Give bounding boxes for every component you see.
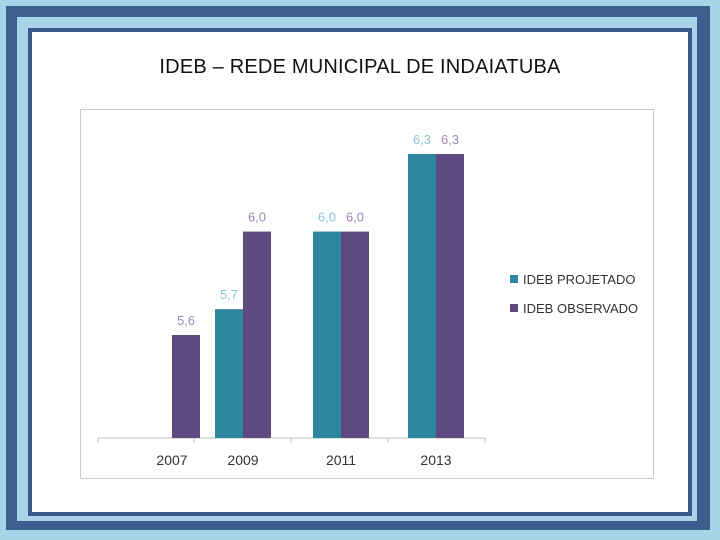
x-tick-label-2011: 2011 bbox=[326, 452, 356, 468]
data-label-projetado-2011: 6,0 bbox=[318, 210, 336, 225]
bar-projetado-2011 bbox=[313, 231, 341, 438]
bar-projetado-2013 bbox=[408, 154, 436, 438]
data-label-observado-2011: 6,0 bbox=[346, 210, 364, 225]
legend-swatch-observado bbox=[510, 304, 518, 312]
data-label-projetado-2009: 5,7 bbox=[220, 287, 238, 302]
data-label-observado-2013: 6,3 bbox=[441, 132, 459, 147]
legend-swatch-projetado bbox=[510, 275, 518, 283]
bar-observado-2007 bbox=[172, 335, 200, 438]
x-tick-label-2009: 2009 bbox=[227, 452, 258, 468]
data-label-projetado-2013: 6,3 bbox=[413, 132, 431, 147]
x-tick-label-2013: 2013 bbox=[420, 452, 451, 468]
bar-projetado-2009 bbox=[215, 309, 243, 438]
legend-label-projetado: IDEB PROJETADO bbox=[523, 272, 635, 287]
legend-label-observado: IDEB OBSERVADO bbox=[523, 301, 638, 316]
page-title: IDEB – REDE MUNICIPAL DE INDAIATUBA bbox=[159, 56, 561, 78]
bar-observado-2013 bbox=[436, 154, 464, 438]
bar-observado-2009 bbox=[243, 231, 271, 438]
data-label-observado-2007: 5,6 bbox=[177, 313, 195, 328]
x-tick-label-2007: 2007 bbox=[156, 452, 187, 468]
data-label-observado-2009: 6,0 bbox=[248, 210, 266, 225]
bar-observado-2011 bbox=[341, 231, 369, 438]
